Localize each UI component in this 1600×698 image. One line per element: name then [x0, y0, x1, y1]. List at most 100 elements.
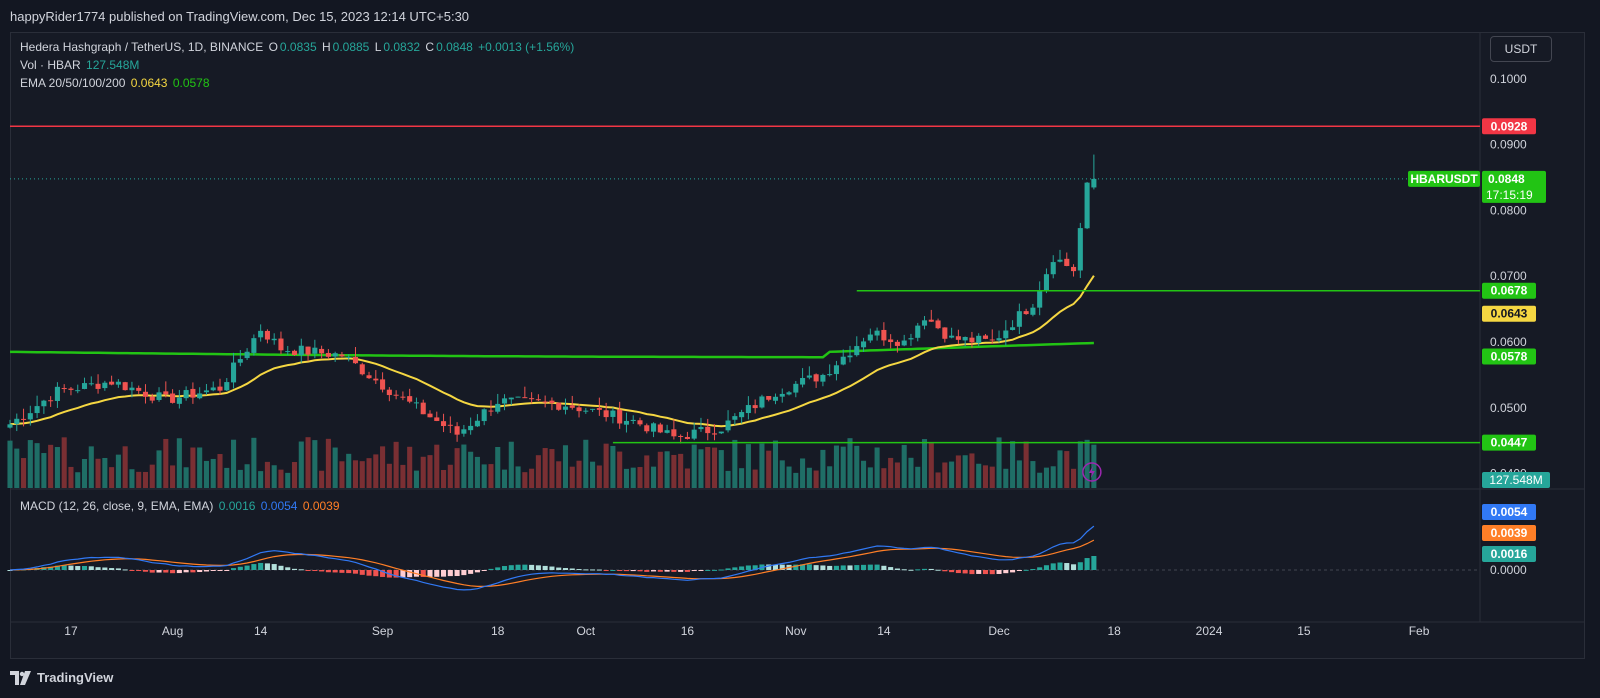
macd-histogram-bar	[468, 570, 474, 574]
countdown-label: 17:15:19	[1486, 188, 1533, 202]
macd-histogram-bar	[705, 569, 711, 571]
candle-body	[542, 401, 548, 403]
macd-histogram-bar	[711, 569, 718, 571]
volume-bar	[928, 443, 934, 488]
volume-bar	[305, 437, 311, 488]
macd-histogram-bar	[894, 568, 900, 570]
candle-body	[407, 396, 413, 402]
volume-bar	[332, 447, 338, 488]
volume-bar	[346, 453, 352, 488]
macd-histogram-bar	[678, 570, 684, 572]
candle-body	[95, 383, 101, 389]
x-tick-label: Feb	[1409, 624, 1430, 638]
volume-bar	[610, 445, 616, 488]
macd-histogram-bar	[772, 564, 779, 570]
x-tick-label: Sep	[372, 624, 394, 638]
close-value: 0.0848	[436, 40, 473, 54]
volume-bar	[793, 472, 799, 488]
volume-bar	[359, 461, 365, 488]
macd-histogram-bar	[861, 564, 867, 570]
macd-histogram-bar	[745, 565, 751, 570]
candle-body	[231, 362, 237, 383]
volume-bar	[122, 446, 128, 488]
volume-bar	[231, 439, 237, 488]
volume-bar	[258, 471, 264, 488]
volume-bar	[1037, 472, 1043, 488]
candle-body	[651, 423, 657, 432]
candle-body	[786, 392, 792, 395]
volume-bar	[68, 466, 74, 488]
macd-histogram-bar	[61, 565, 67, 570]
volume-bar	[454, 448, 460, 488]
candle-body	[678, 435, 684, 437]
currency-button[interactable]: USDT	[1490, 36, 1552, 62]
candle-body	[894, 341, 900, 346]
change-value: +0.0013 (+1.56%)	[478, 40, 575, 54]
volume-bar	[603, 443, 609, 488]
macd-histogram-bar	[806, 564, 812, 570]
candle-body	[359, 364, 365, 375]
macd-histogram-bar	[657, 570, 663, 572]
volume-bar	[1023, 441, 1029, 488]
volume-bar	[705, 447, 711, 488]
candle-body	[380, 379, 386, 390]
volume-bar	[969, 453, 975, 488]
volume-bar	[81, 458, 88, 488]
volume-bar	[867, 467, 873, 488]
x-tick-label: Dec	[988, 624, 1009, 638]
volume-bar	[325, 438, 331, 488]
macd-histogram-bar	[488, 568, 494, 570]
candle-body	[325, 352, 331, 357]
last-price-tag	[1482, 170, 1546, 203]
footer	[0, 659, 1600, 698]
x-tick-label: 18	[1108, 624, 1122, 638]
volume-bar	[881, 468, 887, 488]
macd-histogram-bar	[569, 568, 575, 570]
macd-histogram-bar	[237, 566, 243, 570]
volume-bar	[664, 451, 670, 488]
low-value: 0.0832	[383, 40, 421, 54]
macd-histogram-bar	[556, 567, 562, 570]
y-tick-label: 0.0600	[1490, 335, 1527, 349]
macd-line-value: 0.0054	[260, 499, 298, 513]
volume-bar	[474, 456, 480, 488]
macd-histogram-bar	[474, 570, 480, 573]
volume-bar	[1077, 441, 1083, 488]
macd-histogram-bar	[102, 567, 108, 570]
chart-frame[interactable]	[10, 32, 1585, 659]
candle-body	[203, 390, 209, 393]
macd-histogram-bar	[197, 570, 203, 573]
candle-body	[867, 334, 873, 341]
volume-bar	[576, 460, 582, 488]
macd-histogram-bar	[183, 570, 189, 573]
macd-histogram-bar	[1037, 567, 1043, 570]
candle-body	[861, 341, 867, 348]
level-tag	[1482, 282, 1536, 299]
volume-bar	[244, 464, 250, 488]
x-tick-label: Oct	[576, 624, 595, 638]
lightning-icon[interactable]	[1082, 462, 1102, 482]
volume-label: Vol · HBAR	[20, 58, 81, 72]
volume-bar	[149, 464, 155, 488]
volume-bar	[725, 470, 731, 488]
volume-bar	[1057, 450, 1063, 488]
y-tick-label: 0.0800	[1490, 203, 1527, 217]
macd-histogram-bar	[95, 567, 101, 570]
macd-histogram-bar	[305, 570, 311, 571]
candle-body	[779, 393, 785, 397]
candle-body	[420, 402, 426, 415]
candle-body	[386, 389, 392, 396]
macd-histogram-bar	[840, 565, 846, 570]
macd-histogram-bar	[136, 570, 142, 571]
macd-histogram-bar	[1091, 555, 1097, 570]
candle-body	[495, 403, 501, 412]
candle-body	[1071, 266, 1077, 272]
volume-bar	[766, 450, 772, 488]
candle-body	[21, 418, 27, 420]
volume-bar	[1064, 451, 1070, 488]
volume-bar	[861, 460, 867, 488]
y-tick-label: 0.1000	[1490, 72, 1527, 86]
candle-body	[373, 378, 379, 381]
candle-body	[54, 386, 60, 402]
